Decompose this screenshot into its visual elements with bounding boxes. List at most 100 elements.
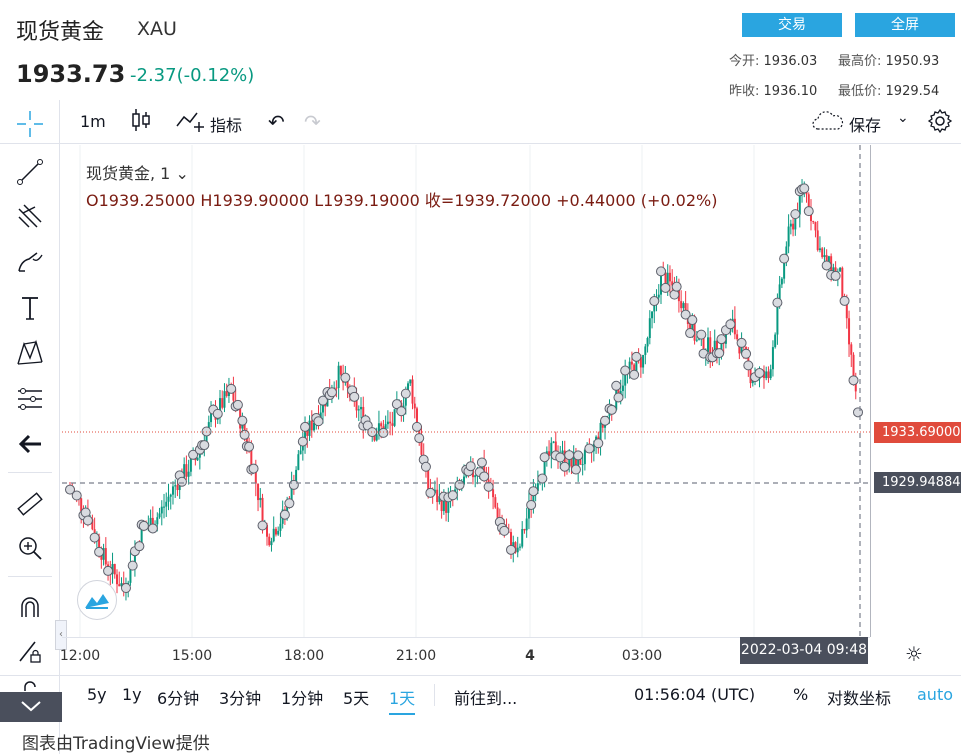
candle-body bbox=[715, 340, 718, 354]
candle-body bbox=[778, 284, 781, 303]
candle-body bbox=[633, 364, 636, 375]
candle-body bbox=[427, 466, 430, 491]
time-tick: 12:00 bbox=[59, 648, 101, 664]
candle-body bbox=[346, 377, 349, 388]
candle-body bbox=[411, 379, 414, 404]
trade-button[interactable]: 交易 bbox=[742, 13, 842, 37]
data-point-marker bbox=[570, 464, 581, 475]
candle-body bbox=[169, 494, 172, 497]
candle-body bbox=[646, 338, 649, 347]
candle-body bbox=[583, 449, 586, 465]
candle-body bbox=[266, 524, 268, 537]
interval-button[interactable]: 1m bbox=[80, 112, 106, 131]
lock-pencil-icon[interactable] bbox=[12, 636, 48, 668]
data-point-marker bbox=[799, 183, 810, 194]
candle-body bbox=[221, 398, 224, 408]
candle-body bbox=[187, 471, 190, 477]
ruler-icon[interactable] bbox=[12, 488, 48, 520]
crosshair-icon[interactable] bbox=[12, 108, 48, 140]
data-point-marker bbox=[378, 427, 389, 438]
candle-body bbox=[680, 301, 683, 309]
fullscreen-button[interactable]: 全屏 bbox=[855, 13, 955, 37]
data-point-marker bbox=[613, 392, 624, 403]
price-change: -2.37(-0.12%) bbox=[130, 65, 255, 86]
data-point-marker bbox=[584, 443, 595, 454]
ohlc-legend: O1939.25000 H1939.90000 L1939.19000 收=19… bbox=[86, 191, 718, 210]
undo-icon[interactable]: ↶ bbox=[268, 110, 285, 134]
range-1d[interactable]: 1天 bbox=[389, 685, 416, 715]
text-tool-icon[interactable] bbox=[12, 292, 48, 324]
log-scale-toggle[interactable]: 对数坐标 bbox=[827, 689, 892, 708]
redo-icon: ↷ bbox=[304, 110, 321, 134]
collapse-toolbar-button[interactable] bbox=[0, 692, 62, 722]
lock-icon[interactable] bbox=[12, 676, 48, 708]
save-button[interactable]: 保存 bbox=[849, 116, 882, 135]
data-point-marker bbox=[660, 282, 671, 293]
indicators-icon[interactable] bbox=[175, 108, 207, 138]
range-5d[interactable]: 5天 bbox=[343, 689, 370, 708]
goto-date-button[interactable]: 前往到... bbox=[454, 689, 518, 708]
axis-settings-icon[interactable]: ☼ bbox=[905, 642, 923, 666]
candle-body bbox=[415, 408, 418, 427]
candle-body bbox=[671, 281, 674, 286]
data-point-marker bbox=[414, 433, 425, 444]
range-3min[interactable]: 3分钟 bbox=[219, 689, 262, 708]
candlestick-plot[interactable] bbox=[62, 145, 870, 637]
chevron-down-icon[interactable]: ⌄ bbox=[175, 164, 189, 183]
back-arrow-icon[interactable] bbox=[12, 428, 48, 460]
candle-body bbox=[657, 294, 660, 298]
side-collapse-tab[interactable]: ‹ bbox=[55, 620, 67, 650]
candle-body bbox=[693, 320, 696, 341]
cloud-icon[interactable] bbox=[812, 110, 844, 136]
data-point-marker bbox=[120, 583, 131, 594]
settings-gear-icon[interactable] bbox=[927, 108, 953, 138]
projection-icon[interactable] bbox=[12, 383, 48, 415]
price-axis[interactable] bbox=[870, 145, 961, 637]
candle-body bbox=[306, 426, 309, 436]
data-point-marker bbox=[559, 461, 570, 472]
candle-body bbox=[404, 393, 407, 406]
candle-body bbox=[814, 222, 817, 231]
range-5y[interactable]: 5y bbox=[87, 685, 107, 704]
brush-icon[interactable] bbox=[12, 246, 48, 278]
candle-style-icon[interactable] bbox=[130, 106, 152, 138]
candle-body bbox=[243, 420, 246, 435]
data-point-marker bbox=[499, 525, 510, 536]
series-legend[interactable]: 现货黄金, 1 ⌄ bbox=[86, 164, 189, 183]
candle-body bbox=[279, 523, 282, 531]
tradingview-logo-icon[interactable] bbox=[77, 580, 117, 620]
data-point-marker bbox=[237, 415, 248, 426]
chevron-down-icon[interactable]: ⌄ bbox=[897, 110, 909, 126]
time-axis[interactable]: 12:00 15:00 18:00 21:00 4 03:00 bbox=[59, 637, 870, 673]
pitchfork-icon[interactable] bbox=[12, 200, 48, 232]
data-point-marker bbox=[138, 520, 149, 531]
candle-body bbox=[514, 542, 517, 553]
candle-body bbox=[339, 365, 342, 375]
candle-body bbox=[151, 517, 154, 529]
range-1min[interactable]: 1分钟 bbox=[281, 689, 324, 708]
utc-clock[interactable]: 01:56:04 (UTC) bbox=[634, 685, 756, 704]
candle-body bbox=[268, 536, 271, 546]
magnet-icon[interactable] bbox=[12, 592, 48, 624]
pattern-icon[interactable] bbox=[12, 337, 48, 369]
zoom-in-icon[interactable] bbox=[12, 532, 48, 564]
data-point-marker bbox=[226, 383, 237, 394]
percent-toggle[interactable]: % bbox=[793, 685, 809, 704]
candle-body bbox=[780, 278, 783, 285]
data-point-marker bbox=[244, 441, 255, 452]
auto-scale-toggle[interactable]: auto bbox=[917, 685, 954, 704]
candle-body bbox=[698, 338, 701, 340]
data-point-marker bbox=[65, 484, 75, 495]
candle-body bbox=[250, 446, 253, 470]
time-tick: 21:00 bbox=[395, 648, 437, 664]
price-chart[interactable] bbox=[62, 145, 870, 637]
data-point-marker bbox=[483, 481, 494, 492]
trend-line-icon[interactable] bbox=[12, 156, 48, 188]
candle-body bbox=[639, 357, 642, 368]
low-stat: 最低价: 1929.54 bbox=[838, 84, 940, 99]
candle-body bbox=[442, 496, 445, 512]
indicators-button[interactable]: 指标 bbox=[210, 116, 243, 135]
range-6min[interactable]: 6分钟 bbox=[157, 689, 200, 708]
range-1y[interactable]: 1y bbox=[122, 685, 142, 704]
candle-body bbox=[207, 422, 210, 432]
